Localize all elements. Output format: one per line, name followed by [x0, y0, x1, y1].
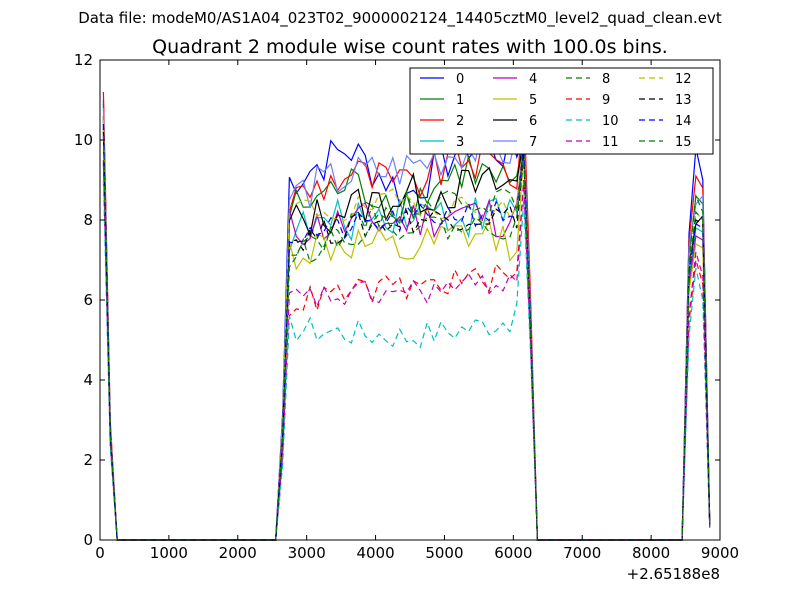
- legend-label-9: 9: [602, 93, 610, 108]
- x-tick-label: 7000: [563, 544, 601, 562]
- chart-title: Quadrant 2 module wise count rates with …: [152, 36, 668, 58]
- series-line-8: [102, 127, 711, 541]
- series-line-2: [102, 91, 711, 541]
- series-line-15: [102, 135, 711, 541]
- legend-label-3: 3: [456, 135, 464, 150]
- y-tick-label: 10: [74, 131, 93, 149]
- chart-suptitle: Data file: modeM0/AS1A04_023T02_90000021…: [78, 9, 722, 28]
- series-line-12: [102, 119, 711, 541]
- legend-label-15: 15: [675, 135, 692, 150]
- legend-label-4: 4: [529, 72, 537, 87]
- x-tick-label: 2000: [219, 544, 257, 562]
- y-tick-label: 6: [83, 291, 93, 309]
- y-tick-label: 12: [74, 51, 93, 69]
- legend-label-5: 5: [529, 93, 537, 108]
- x-tick-label: 1000: [150, 544, 188, 562]
- y-tick-label: 8: [83, 211, 93, 229]
- legend-label-11: 11: [602, 135, 619, 150]
- legend-label-8: 8: [602, 72, 610, 87]
- legend-label-7: 7: [529, 135, 537, 150]
- x-tick-label: 5000: [425, 544, 463, 562]
- y-tick-label: 4: [83, 371, 93, 389]
- legend-label-0: 0: [456, 72, 464, 87]
- plot-area: 0 1000 2000 3000 4000 5000 6000 7000 8000 9000 0 2 4…: [74, 51, 739, 583]
- x-tick-label: 9000: [701, 544, 739, 562]
- x-tick-label: 0: [95, 544, 105, 562]
- series-line-6: [102, 115, 711, 541]
- series-line-11: [102, 163, 711, 541]
- x-offset-label: +2.65188e8: [627, 565, 720, 583]
- y-tick-label: 2: [83, 451, 93, 469]
- y-tick-label: 0: [83, 531, 93, 549]
- x-tick-label: 4000: [356, 544, 394, 562]
- x-tick-label: 8000: [632, 544, 670, 562]
- legend-label-2: 2: [456, 114, 464, 129]
- series-line-5: [102, 131, 711, 541]
- legend-label-1: 1: [456, 93, 464, 108]
- legend-label-10: 10: [602, 114, 619, 129]
- x-tick-label: 3000: [288, 544, 326, 562]
- ticks-layer: 0 1000 2000 3000 4000 5000 6000 7000 8000 9000 0 2 4…: [74, 51, 739, 562]
- legend-label-14: 14: [675, 114, 692, 129]
- legend-label-13: 13: [675, 93, 692, 108]
- legend-label-12: 12: [675, 72, 692, 87]
- series-line-10: [102, 179, 711, 541]
- x-tick-label: 6000: [494, 544, 532, 562]
- series-line-13: [102, 131, 711, 541]
- legend-label-6: 6: [529, 114, 537, 129]
- legend-box: [409, 67, 714, 155]
